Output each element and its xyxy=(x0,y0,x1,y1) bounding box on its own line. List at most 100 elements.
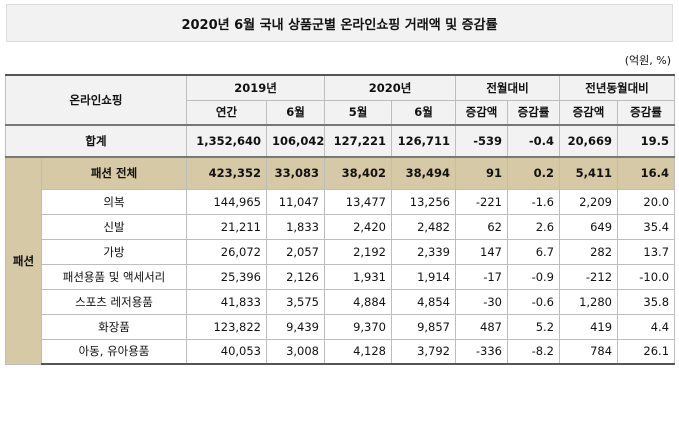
header-group-mom: 전월대비 xyxy=(454,74,561,101)
header-sub: 6월 xyxy=(266,99,325,126)
table-row: 아동, 유아용품 40,053 3,008 4,128 3,792 -336 -… xyxy=(6,338,676,365)
cell: 1,833 xyxy=(266,213,325,240)
cell: -30 xyxy=(455,288,508,315)
cell: 9,370 xyxy=(324,313,392,340)
row-label: 아동, 유아용품 xyxy=(41,338,187,365)
cell: 127,221 xyxy=(324,124,392,158)
cell: 5,411 xyxy=(559,156,619,190)
cell: -0.9 xyxy=(506,263,561,290)
table-row: 가방 26,072 2,057 2,192 2,339 147 6.7 282 … xyxy=(6,238,676,265)
cell: 1,931 xyxy=(324,263,392,290)
total-row: 합계 1,352,640 106,042 127,221 126,711 -53… xyxy=(5,124,676,158)
cell: 1,352,640 xyxy=(186,124,267,158)
cell: 38,402 xyxy=(324,156,392,190)
cell: -336 xyxy=(455,338,508,365)
cell: 4.4 xyxy=(617,313,676,340)
cell: -10.0 xyxy=(617,263,676,290)
table-row: 패션용품 및 액세서리 25,396 2,126 1,931 1,914 -17… xyxy=(6,263,676,290)
cell: 2,339 xyxy=(391,238,456,265)
header-group-2019: 2019년 xyxy=(186,74,325,101)
cell: 9,857 xyxy=(391,313,456,340)
header-sub: 6월 xyxy=(391,99,456,126)
row-label: 합계 xyxy=(5,124,187,158)
cell: 13.7 xyxy=(617,238,676,265)
cell: 9,439 xyxy=(266,313,325,340)
cell: 3,575 xyxy=(266,288,325,315)
cell: 26,072 xyxy=(186,238,267,265)
cell: 1,914 xyxy=(391,263,456,290)
table-row: 의복 144,965 11,047 13,477 13,256 -221 -1.… xyxy=(6,188,676,215)
cell: 41,833 xyxy=(186,288,267,315)
row-label: 의복 xyxy=(41,188,187,215)
header-group-yoy: 전년동월대비 xyxy=(559,74,676,101)
row-label: 가방 xyxy=(41,238,187,265)
cell: 487 xyxy=(455,313,508,340)
cell: -8.2 xyxy=(506,338,561,365)
cell: 2,057 xyxy=(266,238,325,265)
cell: 144,965 xyxy=(186,188,267,215)
cell: 33,083 xyxy=(266,156,325,190)
cell: 25,396 xyxy=(186,263,267,290)
cell: 38,494 xyxy=(391,156,456,190)
header-sub: 증감률 xyxy=(506,99,561,126)
cell: 35.4 xyxy=(617,213,676,240)
cell: -1.6 xyxy=(506,188,561,215)
cell: 3,792 xyxy=(391,338,456,365)
cell: 419 xyxy=(559,313,619,340)
cell: 13,477 xyxy=(324,188,392,215)
cell: 26.1 xyxy=(617,338,676,365)
cell: 106,042 xyxy=(266,124,325,158)
cell: 20.0 xyxy=(617,188,676,215)
cell: 40,053 xyxy=(186,338,267,365)
cell: 1,280 xyxy=(559,288,619,315)
cell: 5.2 xyxy=(506,313,561,340)
cell: 21,211 xyxy=(186,213,267,240)
cell: 0.2 xyxy=(506,156,561,190)
sales-table: 온라인쇼핑 2019년 2020년 전월대비 전년동월대비 연간 6월 5월 6… xyxy=(5,74,676,365)
unit-label: (억원, %) xyxy=(624,54,671,67)
cell: -0.6 xyxy=(506,288,561,315)
row-label: 패션 전체 xyxy=(41,156,187,190)
header-corner: 온라인쇼핑 xyxy=(5,74,187,126)
page-title: 2020년 6월 국내 상품군별 온라인쇼핑 거래액 및 증감률 xyxy=(6,4,673,42)
header-sub: 증감액 xyxy=(559,99,619,126)
cell: 282 xyxy=(559,238,619,265)
header-sub: 연간 xyxy=(186,99,267,126)
cell: 62 xyxy=(455,213,508,240)
row-label: 화장품 xyxy=(41,313,187,340)
cell: 423,352 xyxy=(186,156,267,190)
cell: 3,008 xyxy=(266,338,325,365)
header-group-2020: 2020년 xyxy=(324,74,456,101)
cell: 4,128 xyxy=(324,338,392,365)
cell: 2,126 xyxy=(266,263,325,290)
cell: 16.4 xyxy=(617,156,676,190)
cell: 2,209 xyxy=(559,188,619,215)
cell: 11,047 xyxy=(266,188,325,215)
row-label: 스포츠 레저용품 xyxy=(41,288,187,315)
cell: 123,822 xyxy=(186,313,267,340)
row-label: 신발 xyxy=(41,213,187,240)
cell: 4,854 xyxy=(391,288,456,315)
table-row: 스포츠 레저용품 41,833 3,575 4,884 4,854 -30 -0… xyxy=(6,288,676,315)
cell: 19.5 xyxy=(617,124,676,158)
cell: 35.8 xyxy=(617,288,676,315)
cell: 126,711 xyxy=(391,124,456,158)
cell: 4,884 xyxy=(324,288,392,315)
cell: 20,669 xyxy=(559,124,619,158)
table-row: 신발 21,211 1,833 2,420 2,482 62 2.6 649 3… xyxy=(6,213,676,240)
cell: -539 xyxy=(455,124,508,158)
table-row: 화장품 123,822 9,439 9,370 9,857 487 5.2 41… xyxy=(6,313,676,340)
row-label: 패션용품 및 액세서리 xyxy=(41,263,187,290)
header-sub: 5월 xyxy=(324,99,392,126)
side-label: 패션 xyxy=(5,156,42,365)
cell: 2,482 xyxy=(391,213,456,240)
cell: -212 xyxy=(559,263,619,290)
cell: 784 xyxy=(559,338,619,365)
cell: 2.6 xyxy=(506,213,561,240)
cell: 649 xyxy=(559,213,619,240)
cell: 147 xyxy=(455,238,508,265)
cell: 2,192 xyxy=(324,238,392,265)
cell: 91 xyxy=(455,156,508,190)
cell: 2,420 xyxy=(324,213,392,240)
cell: -0.4 xyxy=(506,124,561,158)
